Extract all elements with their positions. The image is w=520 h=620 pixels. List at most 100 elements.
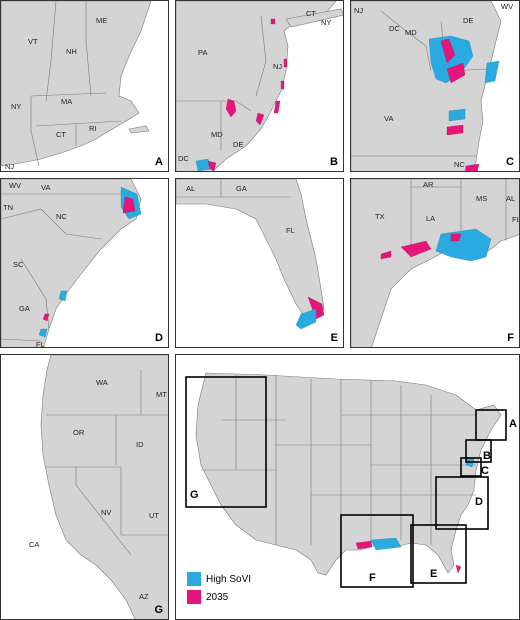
panel-letter: D [155,332,163,344]
high-sovi-area [38,328,48,338]
flood-area-2035 [355,540,373,550]
state-label: PA [198,48,207,57]
flood-area-2035 [283,58,288,68]
florida-landmass [176,179,325,320]
state-label: NV [101,508,111,517]
panel-letter: C [506,156,514,168]
state-label: RI [89,124,97,133]
gulf-coast-landmass [351,179,519,347]
panel-c-map: NJ WV DC MD DE VA NC [351,1,513,171]
state-label: AL [186,184,195,193]
flood-area-2035 [207,160,217,171]
state-label: NJ [273,62,282,71]
high-sovi-area [484,60,500,84]
region-box-g [185,376,267,508]
flood-area-2035 [42,313,50,322]
state-label: NC [56,212,67,221]
state-border [85,1,92,97]
state-borders-grid [201,375,476,550]
flood-area-2035 [380,250,392,260]
region-box-d [435,476,489,530]
state-border [35,120,122,127]
flood-area-2035 [280,80,285,90]
state-label: DE [463,16,473,25]
overview-map-panel: G A B C D E F [175,354,520,620]
state-label: CT [56,130,66,139]
chesapeake-landmass [351,1,502,171]
high-sovi-area [435,228,492,262]
panel-f-map: AR MS AL TX LA FL [351,179,520,347]
panel-letter: E [330,332,338,344]
state-label: NY [321,18,331,27]
state-label: VT [28,37,38,46]
high-sovi-area [370,537,402,551]
region-box-e [410,524,467,584]
state-border [30,92,107,97]
state-border [30,96,40,167]
state-label: FL [512,215,520,224]
contiguous-us [195,372,502,576]
state-border [46,466,122,535]
state-label: LA [426,214,435,223]
state-label: WA [96,378,108,387]
state-label: WV [9,181,21,190]
long-island [285,8,343,28]
high-sovi-area [448,108,466,122]
region-box-letter: E [430,568,437,580]
region-box-letter: A [509,418,517,430]
west-coast-landmass [40,355,168,619]
state-label: FL [286,226,295,235]
flood-area-2035 [446,124,464,136]
state-label: VA [384,114,393,123]
panel-e: AL GA FL E [175,178,344,348]
state-label: NJ [5,162,14,171]
legend-label: 2035 [206,591,229,603]
region-box-letter: D [475,496,483,508]
state-border [1,208,102,240]
state-label: NH [66,47,77,56]
state-label: NJ [354,6,363,15]
region-box-letter: B [483,450,491,462]
region-box-letter: G [190,489,199,501]
state-label: GA [236,184,247,193]
state-label: MD [211,130,223,139]
state-label: TN [3,203,13,212]
state-label: AZ [139,592,149,601]
state-border [20,258,50,330]
state-label: DE [233,140,243,149]
state-label: CT [306,9,316,18]
flood-area-2035 [273,100,281,114]
region-box-letter: C [481,465,489,477]
state-border [380,10,432,72]
flood-area-2035 [465,163,480,171]
panel-g-map: WA MT OR ID NV UT CA AZ [29,355,168,619]
panel-b: CT NY NJ PA MD DE DC B [175,0,344,172]
state-label: NC [454,160,465,169]
legend-swatch [187,572,201,586]
flood-area-2035 [225,98,237,118]
region-box-c [460,457,482,477]
flood-area-2035 [270,18,276,25]
state-label: GA [19,304,30,313]
panel-letter: F [507,332,514,344]
flood-area-2035 [400,240,432,258]
legend-item-high-sovi: High SoVI [187,571,251,587]
flood-area-2035 [446,62,466,84]
panel-letter: G [154,604,163,616]
panel-c: NJ WV DC MD DE VA NC C [350,0,520,172]
state-border [75,467,132,556]
high-sovi-area [295,308,317,330]
panel-a: ME VT NH NY MA CT RI NJ A [0,0,169,172]
panel-letter: A [155,156,163,168]
panel-g: WA MT OR ID NV UT CA AZ G [0,354,169,620]
panel-a-map: ME VT NH NY MA CT RI NJ [1,1,152,171]
panel-b-map: CT NY NJ PA MD DE DC [176,1,343,171]
mid-atlantic-landmass [176,1,337,171]
state-label: FL [36,340,45,348]
state-label: AR [423,180,434,189]
region-box-b [465,439,492,463]
state-label: VA [41,183,50,192]
legend-label: High SoVI [206,573,252,585]
panel-d-map: WV VA TN NC SC GA FL [1,179,142,348]
southeast-landmass [1,179,142,347]
